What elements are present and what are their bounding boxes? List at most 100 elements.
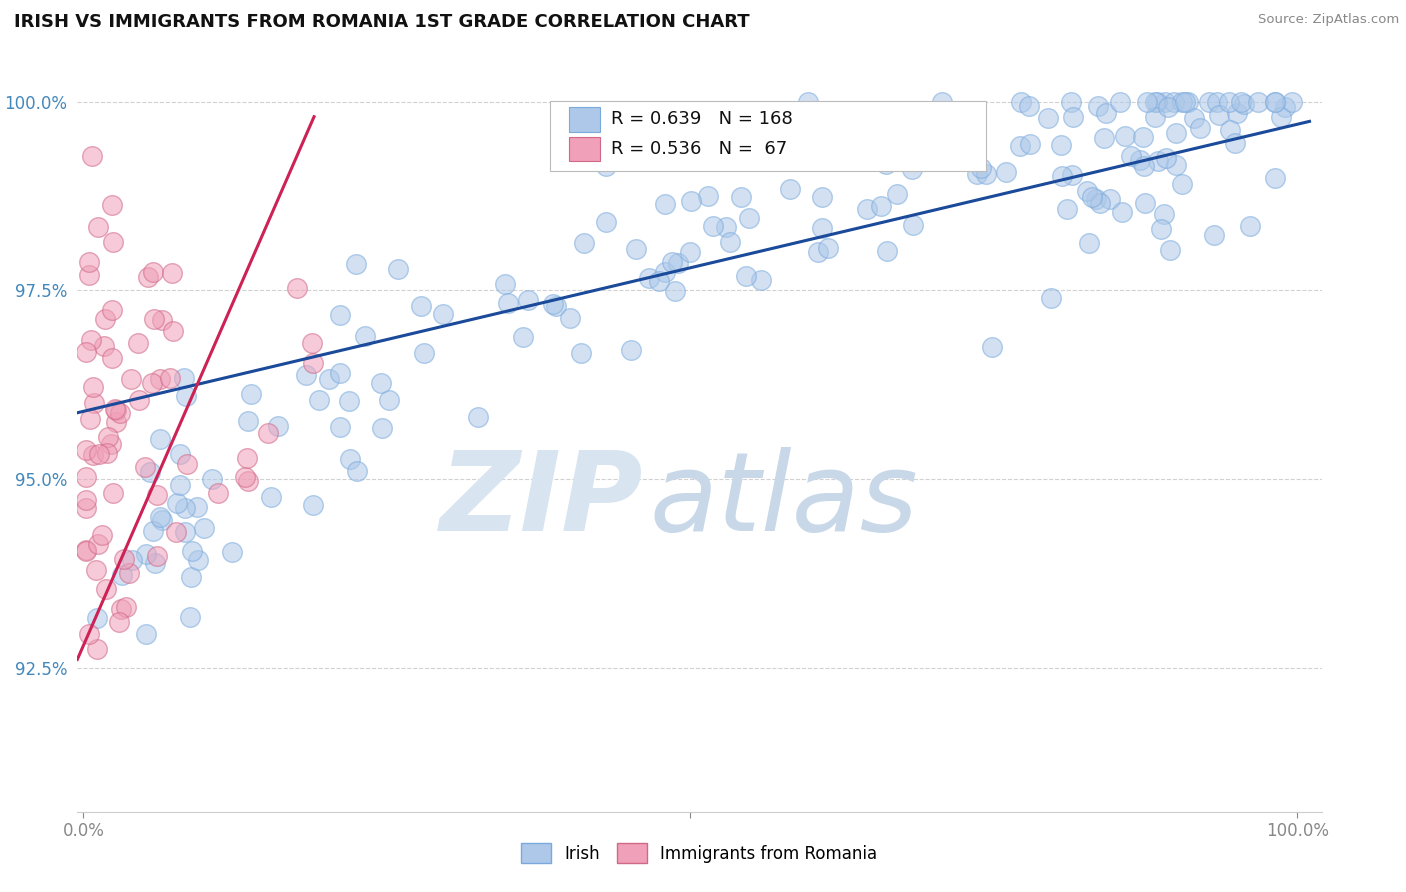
Point: [1230, 95, 1253, 109]
Point: [875, 157, 897, 171]
Legend: Irish, Immigrants from Romania: Irish, Immigrants from Romania: [515, 837, 884, 870]
Point: [569, 346, 592, 360]
Point: [79, 255, 101, 269]
Point: [115, 600, 138, 615]
Point: [1164, 158, 1187, 172]
Point: [1036, 112, 1059, 126]
Point: [980, 340, 1002, 354]
Point: [702, 219, 724, 233]
Point: [1182, 112, 1205, 126]
Point: [1247, 95, 1270, 109]
Point: [1274, 99, 1296, 113]
Point: [654, 265, 676, 279]
Point: [1281, 95, 1303, 109]
Point: [737, 211, 759, 226]
Point: [413, 346, 436, 360]
Point: [111, 567, 134, 582]
Point: [467, 410, 489, 425]
Point: [1208, 107, 1230, 121]
Point: [193, 521, 215, 535]
Point: [779, 182, 801, 196]
Point: [880, 141, 903, 155]
Point: [146, 549, 169, 563]
Point: [105, 403, 128, 417]
Point: [87, 219, 110, 234]
Point: [86, 610, 108, 624]
Point: [1108, 95, 1130, 109]
Point: [94, 582, 117, 596]
Point: [236, 414, 259, 428]
Point: [108, 615, 131, 630]
Point: [1223, 136, 1246, 150]
Point: [595, 159, 617, 173]
Point: [100, 437, 122, 451]
Point: [387, 262, 409, 277]
Point: [994, 164, 1017, 178]
Point: [97, 430, 120, 444]
Point: [101, 302, 124, 317]
Point: [1133, 195, 1156, 210]
Point: [108, 406, 131, 420]
Point: [149, 372, 172, 386]
Point: [166, 524, 188, 539]
Point: [638, 271, 661, 285]
Point: [716, 220, 738, 235]
Point: [110, 602, 132, 616]
Point: [1206, 95, 1229, 109]
Point: [496, 296, 519, 310]
Point: [79, 268, 101, 283]
Point: [855, 202, 877, 216]
Point: [75, 344, 97, 359]
FancyBboxPatch shape: [569, 136, 600, 161]
Point: [117, 566, 139, 580]
Point: [901, 218, 924, 232]
Point: [86, 642, 108, 657]
Text: IRISH VS IMMIGRANTS FROM ROMANIA 1ST GRADE CORRELATION CHART: IRISH VS IMMIGRANTS FROM ROMANIA 1ST GRA…: [14, 13, 749, 31]
Point: [1087, 99, 1109, 113]
Point: [1132, 130, 1154, 145]
Point: [75, 500, 97, 515]
Point: [150, 513, 173, 527]
Point: [1136, 95, 1159, 109]
Point: [370, 376, 392, 391]
Point: [138, 465, 160, 479]
Point: [257, 425, 280, 440]
Point: [329, 419, 352, 434]
Point: [329, 366, 352, 380]
Point: [236, 474, 259, 488]
Point: [174, 525, 197, 540]
Point: [149, 432, 172, 446]
Point: [141, 376, 163, 391]
Point: [121, 553, 143, 567]
Point: [260, 490, 283, 504]
Point: [1233, 97, 1256, 112]
Point: [1204, 227, 1226, 242]
Point: [1170, 178, 1192, 192]
Point: [179, 609, 201, 624]
Point: [1159, 243, 1181, 257]
Point: [797, 95, 820, 109]
Point: [135, 547, 157, 561]
Point: [931, 95, 953, 109]
Text: R = 0.536   N =  67: R = 0.536 N = 67: [612, 140, 787, 158]
Point: [1143, 111, 1166, 125]
Point: [240, 387, 263, 401]
Point: [1198, 95, 1220, 109]
Point: [101, 235, 124, 249]
Point: [1085, 192, 1108, 206]
Point: [1059, 95, 1081, 109]
Point: [1049, 137, 1071, 152]
Point: [817, 241, 839, 255]
Point: [825, 154, 848, 169]
Point: [377, 392, 399, 407]
Point: [187, 553, 209, 567]
Point: [75, 492, 97, 507]
Point: [624, 243, 647, 257]
Point: [83, 396, 105, 410]
Point: [346, 464, 368, 478]
Point: [80, 149, 103, 163]
Point: [86, 537, 108, 551]
Point: [574, 235, 596, 250]
Point: [411, 299, 433, 313]
Point: [886, 187, 908, 202]
